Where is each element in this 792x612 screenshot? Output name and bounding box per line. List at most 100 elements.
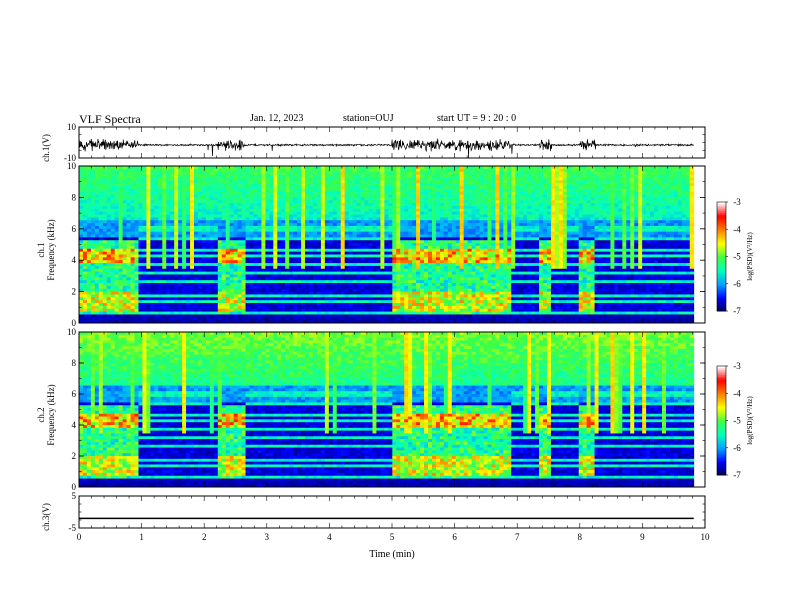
spectrogram-cell: [186, 191, 191, 195]
spectrogram-cell: [170, 297, 175, 301]
spectrogram-cell: [368, 251, 373, 255]
spectrogram-cell: [277, 297, 282, 301]
spectrogram-cell: [190, 197, 195, 201]
spectrogram-cell: [118, 311, 124, 315]
spectrogram-cell: [142, 200, 147, 204]
spectrogram-cell: [376, 260, 381, 264]
spectrogram-cell: [281, 197, 286, 201]
spectrogram-cell: [186, 274, 191, 278]
spectrogram-cell: [82, 180, 88, 184]
spectrogram-cell: [249, 248, 254, 253]
spectrogram-cell: [86, 194, 92, 198]
spectrogram-cell: [201, 234, 207, 238]
spectrogram-cell: [396, 248, 401, 253]
spectrogram-cell: [368, 280, 373, 284]
spectrogram-cell: [221, 317, 227, 321]
spectrogram-cell: [201, 263, 207, 267]
spectrogram-cell: [364, 203, 369, 207]
spectrogram-cell: [146, 254, 151, 258]
spectrogram-cell: [420, 274, 425, 278]
spectrogram-cell: [305, 274, 310, 278]
spectrogram-cell: [364, 311, 369, 315]
spectrogram-cell: [416, 280, 421, 284]
spectrogram-cell: [241, 180, 246, 184]
spectrogram-cell: [209, 254, 215, 258]
spectrogram-cell: [182, 191, 187, 195]
spectrogram-cell: [312, 320, 318, 324]
spectrogram-cell: [261, 205, 266, 210]
spectrogram-cell: [332, 240, 338, 244]
spectrogram-cell: [233, 171, 239, 175]
spectrogram-cell: [388, 274, 393, 278]
spectrogram-cell: [170, 268, 175, 273]
spectrogram-cell: [217, 177, 223, 181]
spectrogram-cell: [197, 320, 203, 324]
spectrogram-cell: [146, 314, 151, 318]
spectrogram-cell: [305, 265, 310, 270]
spectrogram-cell: [324, 177, 330, 181]
spectrogram-cell: [400, 265, 405, 270]
spectrogram-cell: [285, 231, 290, 235]
spectrogram-cell: [158, 297, 163, 301]
spectrogram-cell: [372, 197, 377, 201]
spectrogram-cell: [90, 223, 96, 227]
spectrogram-cell: [186, 297, 191, 301]
spectrogram-cell: [94, 205, 100, 210]
spectrogram-cell: [309, 203, 314, 207]
spectrogram-cell: [122, 208, 127, 213]
spectrogram-cell: [253, 285, 258, 290]
spectrogram-cell: [277, 211, 282, 215]
spectrogram-cell: [368, 265, 373, 270]
spectrogram-cell: [336, 191, 342, 195]
spectrogram-cell: [400, 205, 405, 210]
spectrogram-cell: [424, 205, 429, 210]
spectrogram-cell: [368, 320, 373, 324]
spectrogram-cell: [138, 243, 143, 247]
spectrogram-cell: [197, 300, 203, 304]
spectrogram-cell: [110, 251, 116, 255]
spectrogram-cell: [376, 245, 381, 250]
spectrogram-cell: [245, 237, 250, 241]
spectrogram-cell: [420, 251, 425, 255]
spectrogram-cell: [416, 240, 421, 244]
spectrogram-cell: [392, 183, 397, 187]
spectrogram-cell: [114, 197, 120, 201]
spectrogram-cell: [178, 277, 183, 281]
spectrogram-cell: [297, 183, 302, 187]
spectrogram-cell: [182, 291, 187, 295]
spectrogram-cell: [428, 174, 433, 178]
spectrogram-cell: [86, 185, 92, 190]
spectrogram-cell: [170, 237, 175, 241]
spectrogram-cell: [186, 265, 191, 270]
spectrogram-cell: [261, 240, 266, 244]
spectrogram-cell: [118, 291, 124, 295]
spectrogram-cell: [340, 308, 346, 312]
spectrogram-cell: [194, 245, 199, 250]
spectrogram-cell: [281, 177, 286, 181]
spectrogram-cell: [348, 271, 354, 275]
spectrogram-cell: [340, 305, 346, 310]
spectrogram-cell: [194, 214, 199, 218]
spectrogram-cell: [182, 303, 187, 307]
spectrogram-cell: [186, 280, 191, 284]
spectrogram-cell: [190, 203, 195, 207]
spectrogram-cell: [114, 231, 120, 235]
spectrogram-cell: [138, 197, 143, 201]
spectrogram-cell: [194, 203, 199, 207]
spectrogram-cell: [118, 245, 124, 250]
spectrogram-cell: [388, 297, 393, 301]
spectrogram-cell: [233, 308, 239, 312]
spectrogram-cell: [102, 300, 108, 304]
spectrogram-cell: [273, 317, 278, 321]
spectrogram-cell: [90, 231, 96, 235]
spectrogram-cell: [126, 271, 131, 275]
spectrogram-cell: [106, 285, 112, 290]
spectrogram-cell: [237, 197, 243, 201]
spectrogram-cell: [130, 300, 135, 304]
spectrogram-cell: [194, 260, 199, 264]
spectrogram-cell: [249, 174, 254, 178]
spectrogram-cell: [368, 300, 373, 304]
spectrogram-cell: [178, 183, 183, 187]
spectrogram-cell: [376, 303, 381, 307]
spectrogram-cell: [324, 245, 330, 250]
